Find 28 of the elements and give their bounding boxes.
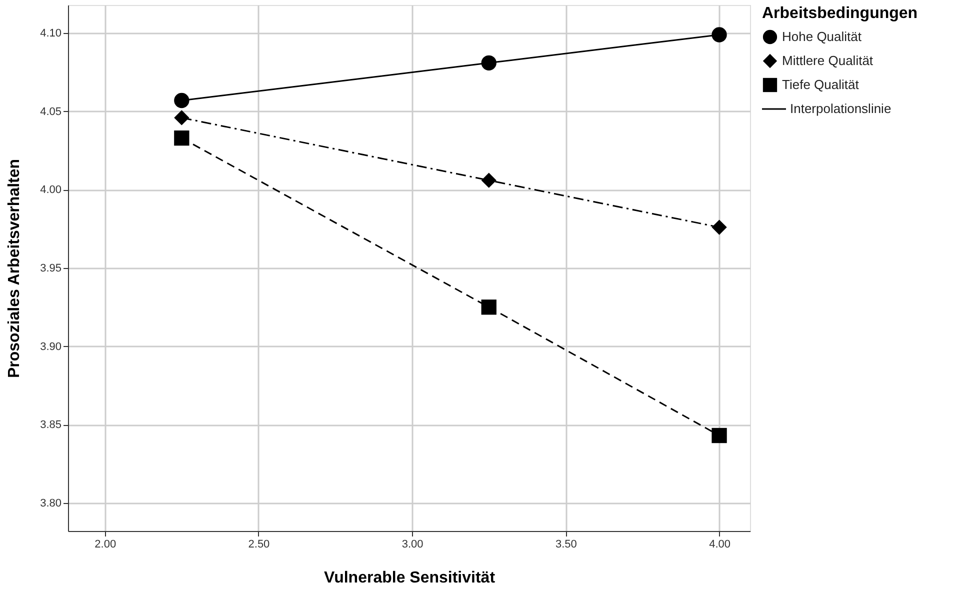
y-tick-label: 3.85 [40,419,62,432]
legend-title: Arbeitsbedingungen [762,5,918,22]
point [481,172,496,188]
x-tick-label: 4.00 [709,538,730,550]
point [481,55,496,70]
point [481,300,496,315]
y-tick-label: 4.00 [40,184,62,196]
y-axis-title: Prosoziales Arbeitsverhalten [6,158,24,378]
y-tick-label: 3.80 [40,497,62,510]
y-tick-label: 4.10 [40,28,62,40]
y-tick-label: 3.95 [40,262,62,274]
x-axis-title: Vulnerable Sensitivität [324,570,496,586]
point [174,110,190,126]
x-tick-label: 2.00 [94,538,116,550]
point [712,428,727,444]
x-tick-label: 3.00 [402,538,424,550]
x-tick-label: 3.50 [555,538,577,550]
y-tick-label: 4.05 [40,106,62,118]
point [174,130,190,146]
legend-label: Hohe Qualität [782,29,862,44]
y-tick-label: 3.90 [40,340,62,353]
legend-label: Mittlere Qualität [782,53,874,68]
point [174,92,190,108]
legend-label: Tiefe Qualität [782,77,860,92]
text: Interpolationslinie [790,101,892,116]
x-tick-label: 2.50 [248,538,270,550]
point [712,27,727,42]
point [712,220,727,235]
